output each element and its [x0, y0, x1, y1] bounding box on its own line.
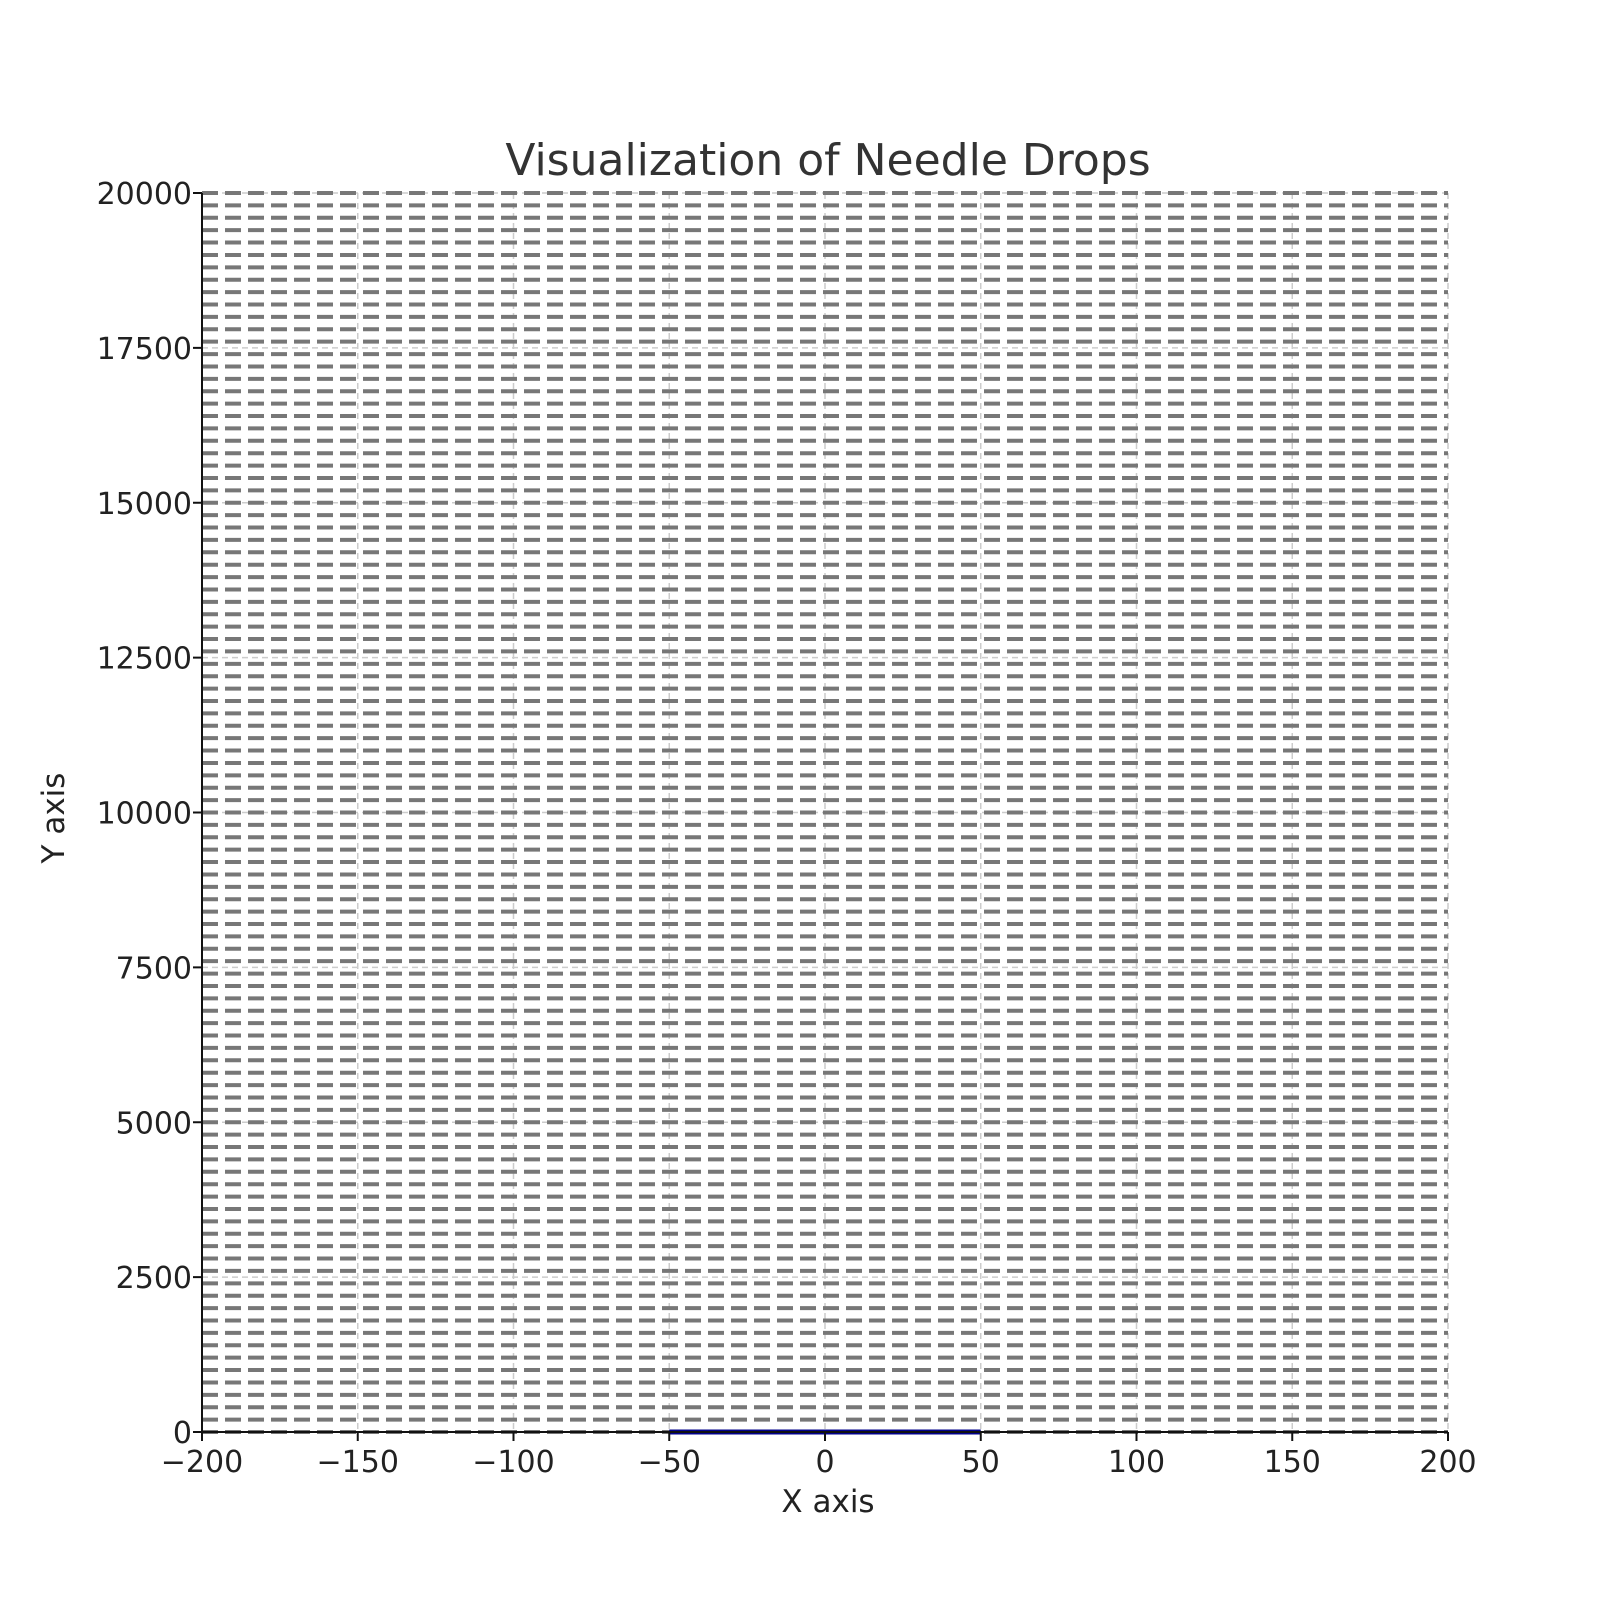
x-tick-label: −100	[472, 1445, 554, 1480]
y-tick-label: 7500	[116, 951, 192, 986]
x-tick-label: 150	[1264, 1445, 1321, 1480]
y-axis-title: Y axis	[36, 773, 72, 865]
x-tick-label: −200	[161, 1445, 243, 1480]
y-tick-label: 2500	[116, 1261, 192, 1296]
ticks-layer: −200 −150 −100 −50 0 50 100 150 200 0 2500 5000 7500…	[97, 177, 1477, 1480]
x-tick-label: 100	[1108, 1445, 1165, 1480]
chart-title: Visualization of Needle Drops	[505, 135, 1150, 186]
x-tick-label: 50	[962, 1445, 1000, 1480]
x-tick-label: 0	[815, 1445, 834, 1480]
y-tick-label: 0	[173, 1416, 192, 1451]
x-tick-label: −150	[317, 1445, 399, 1480]
x-axis-title: X axis	[781, 1484, 874, 1520]
y-tick-label: 10000	[97, 797, 192, 832]
y-tick-label: 20000	[97, 177, 192, 212]
y-tick-label: 17500	[97, 332, 192, 367]
parallel-lines-layer	[202, 191, 1448, 1434]
y-tick-label: 5000	[116, 1106, 192, 1141]
y-tick-label: 12500	[97, 642, 192, 677]
x-tick-label: 200	[1419, 1445, 1476, 1480]
x-tick-label: −50	[638, 1445, 701, 1480]
y-tick-label: 15000	[97, 487, 192, 522]
